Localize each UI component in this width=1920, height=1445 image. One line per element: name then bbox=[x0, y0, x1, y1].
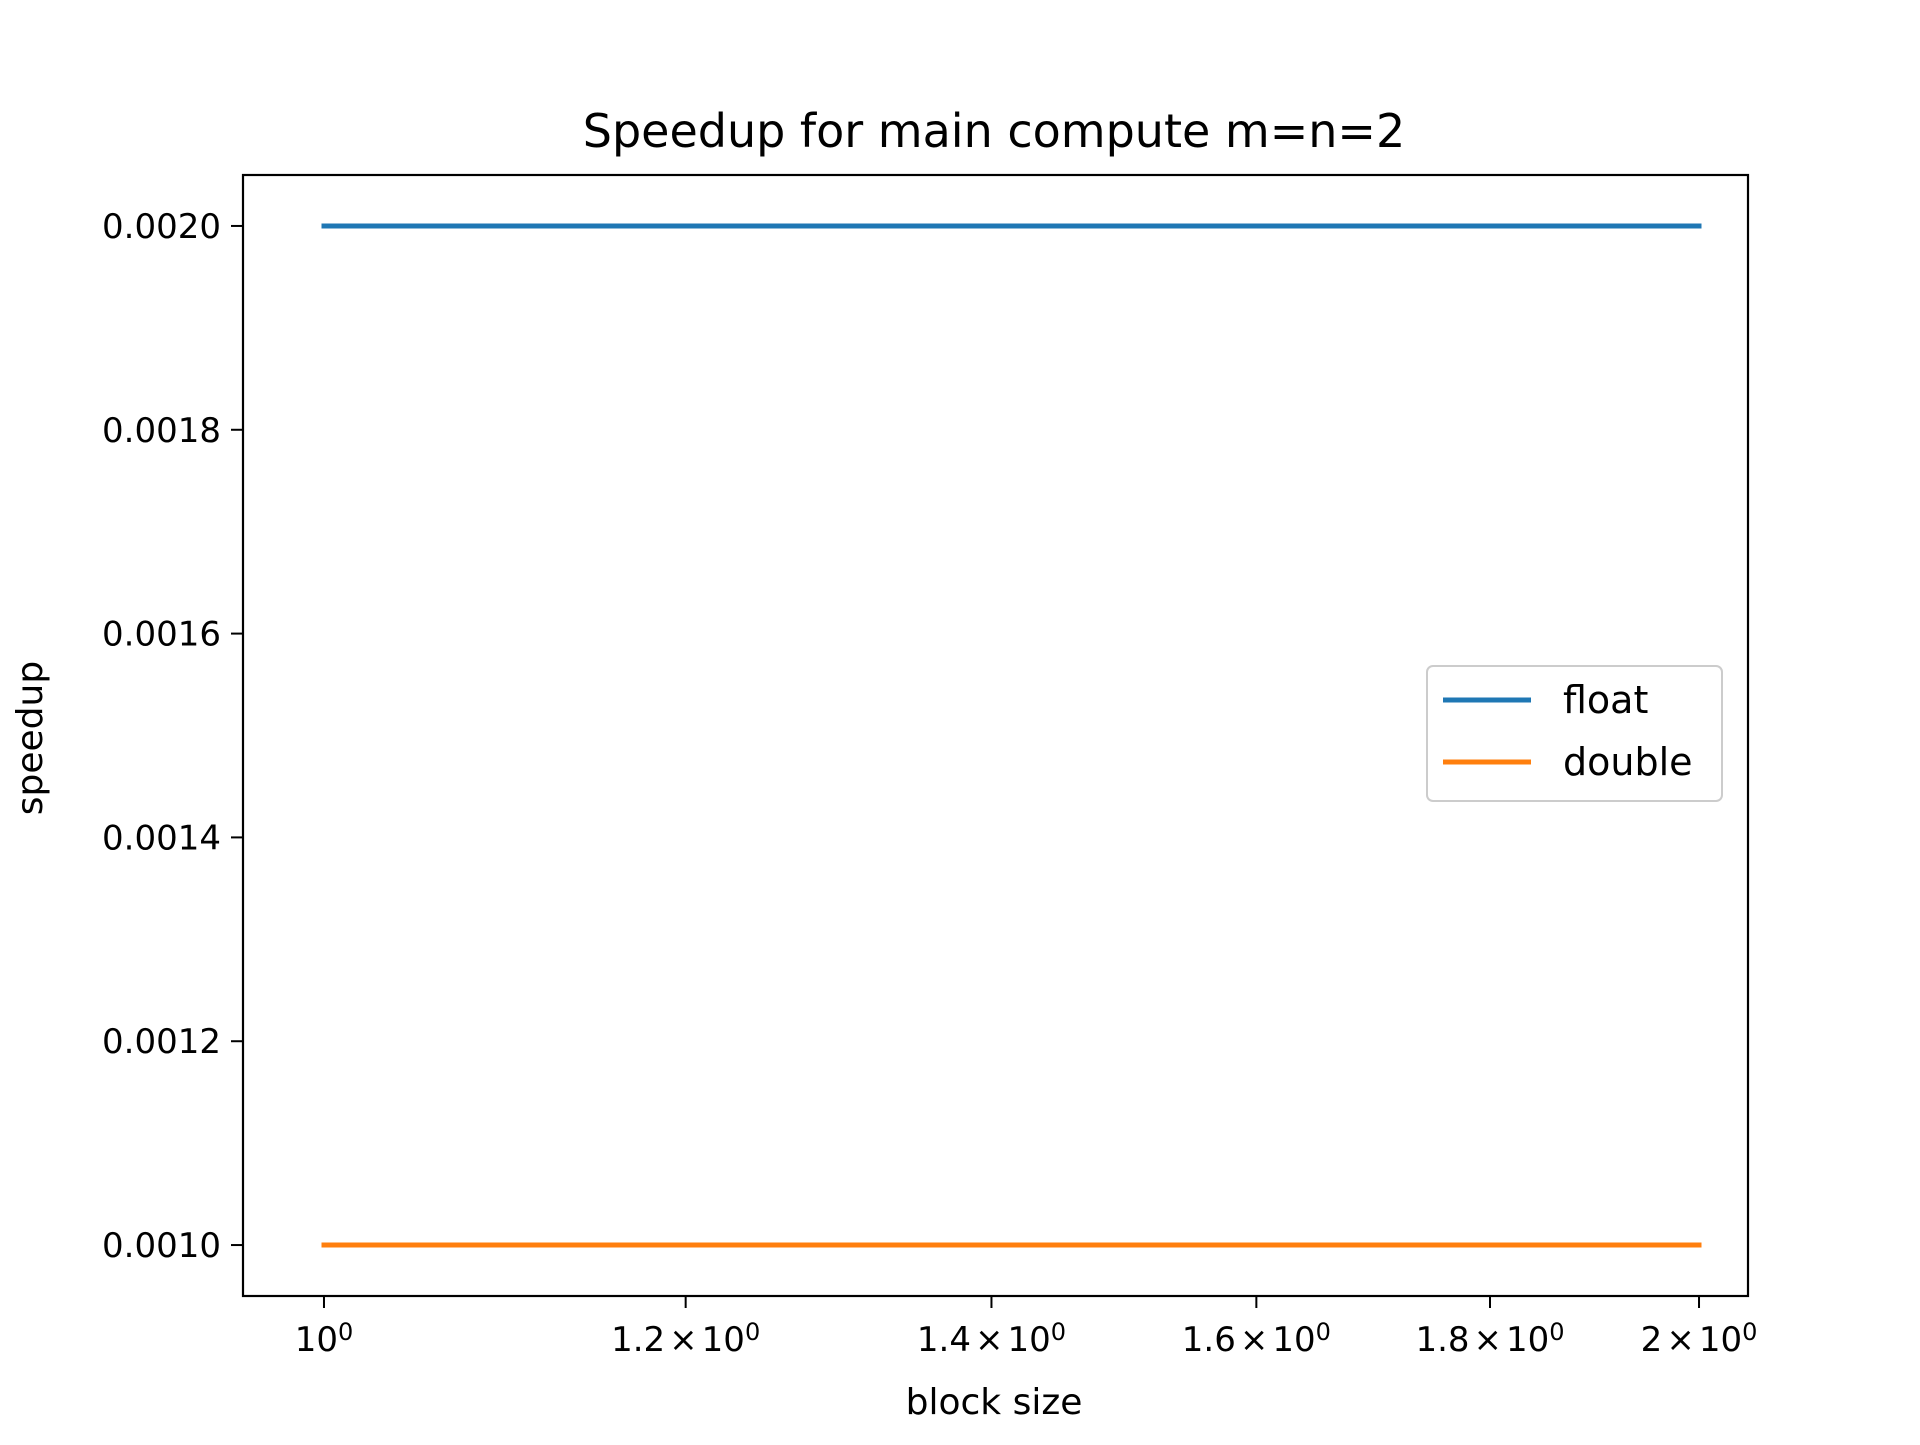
x-axis-label: block size bbox=[906, 1382, 1083, 1423]
x-tick-label: 1.6 × 100 bbox=[1182, 1318, 1331, 1360]
legend-label-double: double bbox=[1563, 740, 1693, 784]
y-tick-label: 0.0020 bbox=[102, 207, 221, 247]
x-tick-label: 100 bbox=[295, 1318, 354, 1360]
y-tick-label: 0.0014 bbox=[102, 818, 221, 858]
y-tick-label: 0.0016 bbox=[102, 615, 221, 655]
y-tick-label: 0.0010 bbox=[102, 1226, 221, 1266]
x-tick-label: 1.4 × 100 bbox=[917, 1318, 1066, 1360]
x-tick-label: 1.2 × 100 bbox=[611, 1318, 760, 1360]
plot-area bbox=[321, 223, 1702, 1248]
y-tick-label: 0.0018 bbox=[102, 411, 221, 451]
x-tick-label: 2 × 100 bbox=[1641, 1318, 1758, 1360]
x-axis: 100 1.2 × 100 1.4 × 100 1.6 × 100 1.8 × 100 2 × 100 bbox=[295, 1296, 1758, 1360]
chart-title: Speedup for main compute m=n=2 bbox=[583, 104, 1405, 158]
legend-label-float: float bbox=[1563, 678, 1648, 722]
y-tick-label: 0.0012 bbox=[102, 1022, 221, 1062]
legend: float double bbox=[1426, 665, 1723, 802]
x-tick-label: 1.8 × 100 bbox=[1415, 1318, 1564, 1360]
y-axis: 0.0010 0.0012 0.0014 0.0016 0.0018 0.0020 bbox=[102, 207, 243, 1266]
axes-frame bbox=[241, 173, 1750, 1298]
y-axis-label: speedup bbox=[10, 661, 51, 815]
